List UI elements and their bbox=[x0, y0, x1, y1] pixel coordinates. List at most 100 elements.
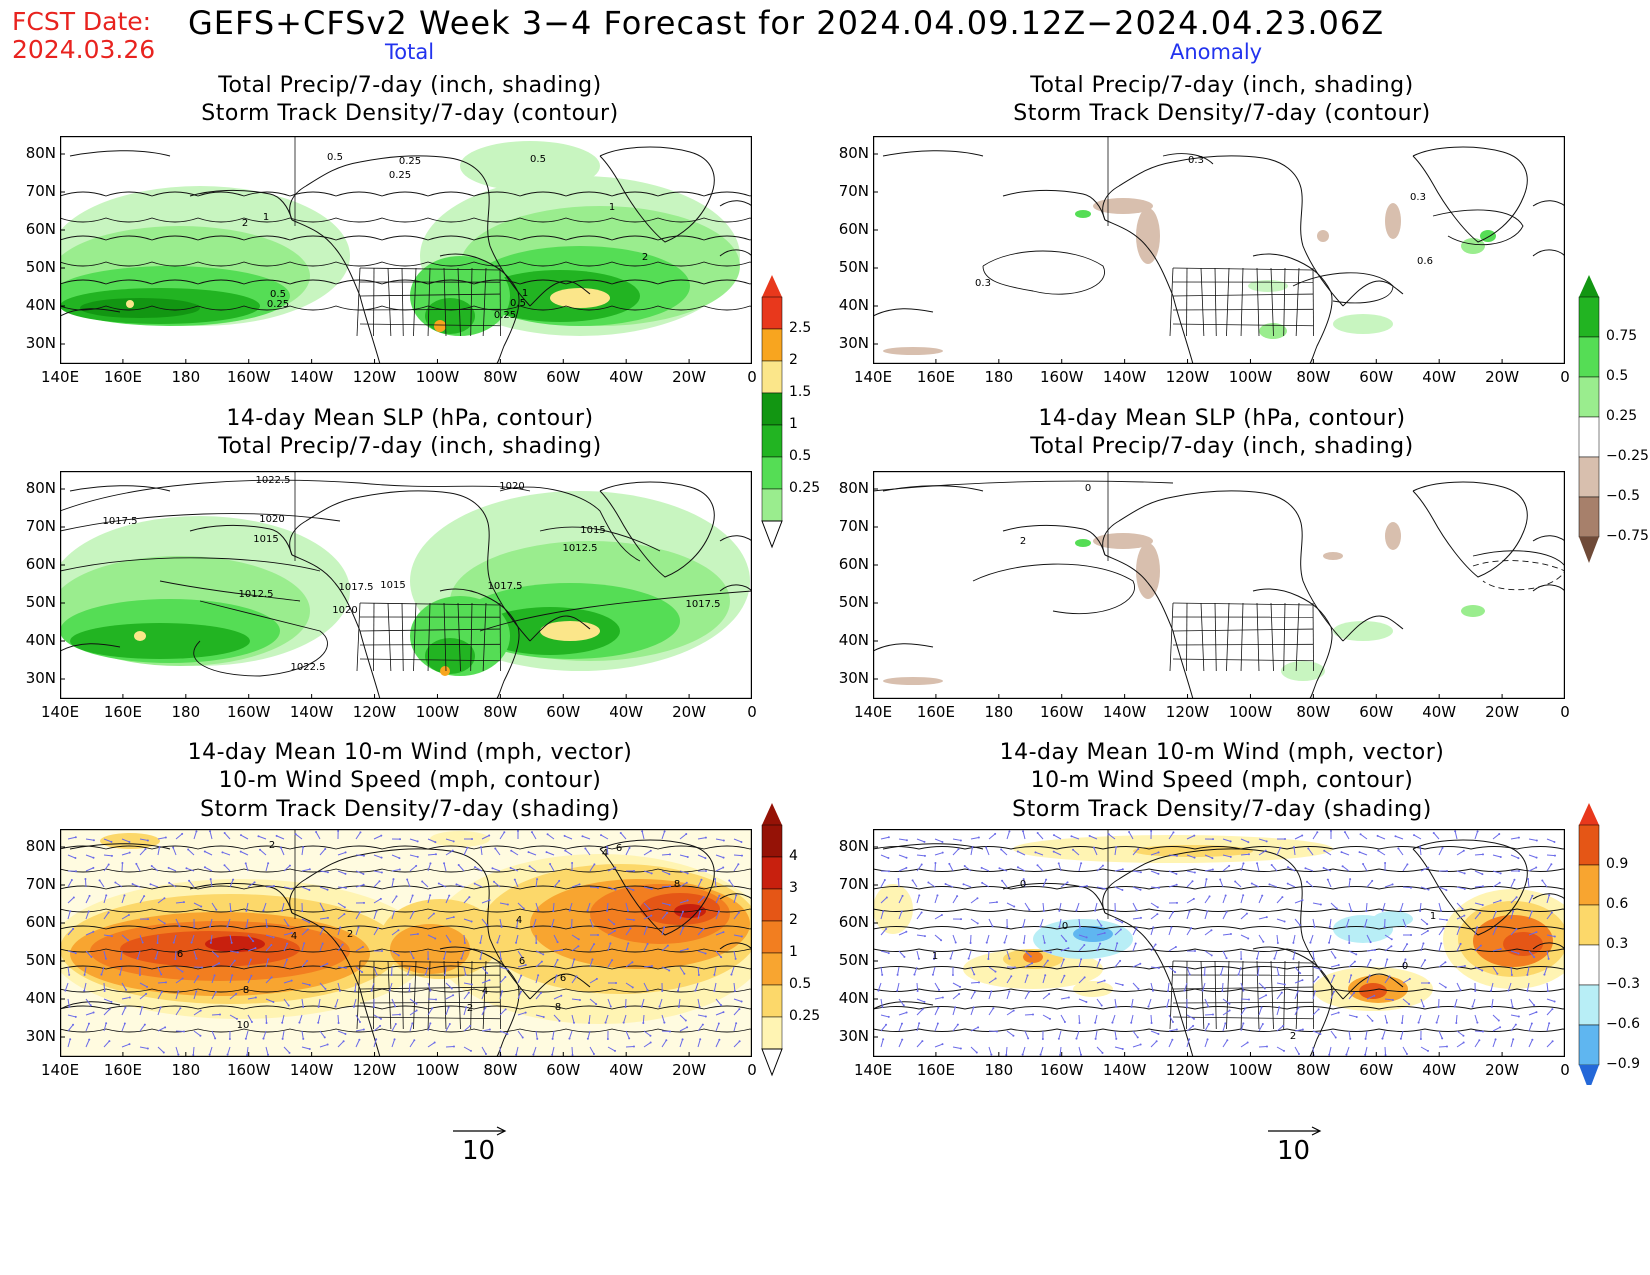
wind-vector-head bbox=[411, 894, 414, 897]
wind-vector bbox=[445, 838, 454, 842]
wind-vector bbox=[1312, 976, 1319, 984]
wind-vector-head bbox=[1115, 1037, 1118, 1040]
wind-vector-head bbox=[668, 853, 671, 856]
wind-vector-head bbox=[1172, 911, 1175, 914]
wind-vector-head bbox=[429, 1022, 432, 1025]
lon-tick-label: 20W bbox=[672, 1061, 707, 1079]
wind-vector bbox=[463, 966, 467, 975]
wind-vector bbox=[1402, 978, 1411, 984]
wind-vector-head bbox=[144, 848, 147, 851]
wind-vector bbox=[355, 870, 364, 875]
wind-vector bbox=[531, 831, 537, 840]
wind-vector-head bbox=[455, 883, 458, 886]
lat-tick-label: 40N bbox=[25, 631, 56, 649]
wind-vector-head bbox=[627, 942, 630, 945]
panel6-title-line1: 14-day Mean 10-m Wind (mph, vector) bbox=[999, 740, 1445, 765]
wind-vector bbox=[516, 918, 519, 927]
wind-vector-head bbox=[522, 907, 525, 910]
wind-vector bbox=[1072, 849, 1080, 856]
shading-region bbox=[1373, 911, 1413, 927]
wind-vector bbox=[568, 1030, 573, 1039]
wind-vector-head bbox=[337, 1021, 340, 1024]
wind-vector-head bbox=[936, 894, 939, 897]
wind-vector-head bbox=[370, 989, 373, 992]
wind-vector bbox=[970, 981, 980, 984]
coastline bbox=[289, 496, 361, 556]
wind-vector bbox=[1492, 1026, 1501, 1032]
wind-vector bbox=[896, 982, 900, 991]
wind-vector bbox=[481, 979, 490, 984]
colorbar-bottom-arrow bbox=[761, 1048, 783, 1077]
wind-vector-head bbox=[949, 957, 952, 960]
wind-vector bbox=[499, 991, 503, 1000]
wind-vector-head bbox=[326, 916, 329, 919]
wind-vector-head bbox=[1390, 938, 1393, 941]
wind-vector-head bbox=[1381, 909, 1384, 912]
wind-vector-head bbox=[1513, 878, 1516, 881]
wind-vector bbox=[934, 934, 942, 941]
wind-vector-head bbox=[568, 909, 571, 912]
wind-vector bbox=[121, 895, 125, 904]
wind-vector-head bbox=[1027, 1037, 1030, 1040]
wind-vector-head bbox=[125, 988, 128, 991]
wind-vector-head bbox=[470, 837, 473, 840]
wind-vector-head bbox=[1426, 929, 1429, 932]
wind-vector bbox=[1328, 1046, 1332, 1055]
wind-vector bbox=[1222, 895, 1227, 904]
wind-vector-head bbox=[179, 1007, 182, 1010]
contour-lines bbox=[873, 846, 1565, 1032]
wind-vector bbox=[553, 949, 562, 952]
wind-vector bbox=[535, 1030, 538, 1039]
wind-vector-head bbox=[221, 851, 224, 854]
wind-vector bbox=[715, 854, 724, 859]
wind-vector bbox=[1546, 1008, 1553, 1016]
contour-label: 2 bbox=[1020, 536, 1026, 547]
lat-tick-label: 60N bbox=[838, 220, 869, 238]
coastline bbox=[1102, 496, 1174, 556]
wind-vector-head bbox=[380, 950, 383, 953]
wind-vector bbox=[1492, 854, 1501, 858]
wind-vector-head bbox=[663, 830, 666, 833]
wind-vector-head bbox=[704, 1015, 707, 1018]
coastline bbox=[1104, 912, 1194, 1057]
wind-vector bbox=[1384, 976, 1390, 984]
wind-vector bbox=[319, 870, 328, 873]
wind-vector-head bbox=[68, 973, 71, 976]
wind-vector bbox=[643, 886, 652, 890]
state-border bbox=[1256, 602, 1260, 672]
wind-vector bbox=[1287, 866, 1296, 872]
wind-vector bbox=[1042, 902, 1045, 912]
wind-vector bbox=[950, 950, 954, 959]
wind-vector bbox=[1395, 835, 1404, 840]
wind-vector-head bbox=[956, 1023, 959, 1026]
wind-vector-head bbox=[182, 901, 185, 904]
wind-vector-head bbox=[1328, 941, 1331, 944]
wind-vector bbox=[934, 852, 943, 856]
wind-vector-head bbox=[720, 956, 723, 959]
colorbar-segment bbox=[761, 392, 783, 426]
wind-vector-head bbox=[1256, 862, 1259, 865]
wind-vector bbox=[970, 991, 976, 1000]
wind-vector bbox=[1058, 902, 1062, 911]
coastline bbox=[1412, 481, 1528, 578]
wind-vector-head bbox=[1350, 909, 1353, 912]
wind-vector-head bbox=[492, 880, 495, 883]
wind-vector bbox=[620, 832, 627, 840]
wind-vector-head bbox=[877, 989, 880, 992]
wind-vector bbox=[1420, 918, 1428, 925]
wind-vector-head bbox=[1121, 889, 1124, 892]
wind-vector bbox=[1186, 854, 1195, 859]
wind-vector bbox=[139, 1007, 143, 1016]
map-frame bbox=[60, 471, 752, 699]
wind-vector bbox=[1093, 847, 1098, 856]
shading-region bbox=[883, 347, 943, 355]
wind-vector bbox=[677, 982, 681, 991]
wind-vector bbox=[479, 934, 483, 943]
coastline bbox=[599, 839, 715, 936]
wind-vector bbox=[1258, 838, 1267, 842]
wind-vector bbox=[1528, 950, 1535, 958]
wind-vector bbox=[245, 902, 249, 911]
lat-tick-label: 80N bbox=[838, 837, 869, 855]
wind-vector bbox=[1168, 854, 1178, 857]
wind-vector-head bbox=[1384, 1053, 1387, 1056]
